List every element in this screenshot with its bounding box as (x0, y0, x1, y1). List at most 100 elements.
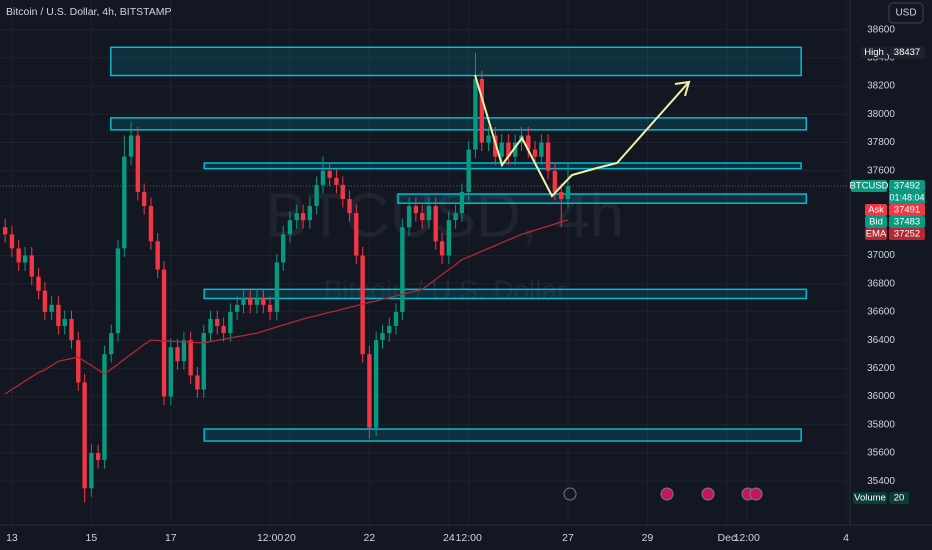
candle-body (373, 340, 379, 428)
x-tick-label: 17 (165, 532, 177, 544)
bid-tag-value: 37483 (894, 217, 920, 228)
candle-body (201, 333, 206, 390)
x-tick-label: 20 (284, 532, 296, 544)
x-tick-label: 12:00 (257, 532, 283, 544)
candle-body (439, 241, 445, 256)
y-tick-label: 35800 (867, 419, 895, 430)
candle-body (413, 206, 419, 214)
candle-body (267, 304, 273, 312)
candle-body (459, 191, 465, 214)
candle-body (168, 347, 173, 397)
candle-body (49, 304, 54, 312)
candle-body (241, 297, 246, 305)
candle-body (122, 156, 127, 249)
y-tick-label: 37800 (867, 137, 895, 148)
y-tick-label: 36000 (867, 391, 895, 402)
x-tick-label: 4 (843, 532, 849, 544)
projection-arrow (474, 74, 689, 198)
candle-body (115, 248, 121, 334)
candle-body (559, 191, 564, 199)
candle-body (228, 311, 233, 334)
x-tick-label: 27 (562, 532, 574, 544)
candle-body (314, 184, 319, 207)
candle-body (141, 191, 147, 207)
arrow-head (674, 80, 691, 97)
x-tick-label: 15 (86, 532, 98, 544)
price-zone (203, 288, 808, 300)
x-tick-label: 12:00 (734, 532, 760, 544)
ask-tag-value: 37491 (894, 205, 920, 216)
candle-body (526, 135, 531, 150)
ask-tag-label-box (865, 204, 887, 217)
currency-button[interactable] (888, 2, 924, 24)
candle-body (36, 276, 41, 291)
event-icon[interactable] (660, 487, 674, 501)
candle-body (499, 142, 504, 157)
candle-body (393, 311, 399, 327)
candle-body (175, 347, 180, 362)
candle-body (16, 248, 21, 263)
candle-body (148, 206, 154, 242)
price-zone (110, 117, 808, 131)
candle-body (320, 170, 326, 185)
candle-body (234, 304, 240, 312)
ema-tag-value-box (889, 228, 925, 241)
bid-tag-value-box (889, 216, 925, 229)
ema-tag-value: 37252 (894, 229, 920, 240)
countdown: 01:48:04 (889, 192, 924, 202)
candle-body (294, 213, 299, 221)
candle-body (208, 318, 213, 334)
candle-body (215, 318, 220, 327)
candle-body (62, 318, 67, 327)
candle-body (300, 213, 306, 221)
currency-label: USD (895, 8, 916, 19)
candle-body (161, 269, 167, 397)
candle-body (466, 149, 471, 192)
candle-body (360, 255, 365, 355)
candle-body (426, 206, 432, 221)
candle-body (128, 135, 134, 157)
high-tag-value-box (889, 46, 925, 59)
candle-body (281, 234, 286, 263)
candle-body (486, 135, 491, 143)
price-zone (397, 193, 808, 204)
candle-body (195, 375, 200, 390)
y-tick-label: 37600 (867, 165, 895, 176)
candle-body (221, 326, 226, 334)
bid-tag-label: Bid (869, 217, 883, 228)
volume-value: 20 (894, 493, 905, 504)
candle-body (327, 170, 332, 178)
countdown-box (889, 192, 925, 205)
candle-body (109, 333, 114, 355)
price-zone (110, 46, 802, 77)
candle-body (274, 262, 280, 312)
price-zone (203, 428, 802, 442)
y-tick-label: 35600 (867, 448, 895, 459)
candle-body (42, 290, 48, 312)
candle-body (56, 304, 61, 327)
y-tick-label: 36600 (867, 307, 895, 318)
volume-label: Volume (854, 493, 886, 504)
candle-body (539, 142, 544, 157)
candle-body (400, 227, 405, 312)
high-tag-label-box (861, 46, 887, 59)
ask-tag-value-box (889, 204, 925, 217)
last-tag-label: BTCUSD (849, 181, 888, 192)
event-icon[interactable] (749, 487, 763, 501)
candle-body (95, 453, 101, 461)
candle-body (9, 234, 15, 249)
candle-body (261, 297, 266, 305)
candle-body (287, 220, 293, 235)
candle-body (433, 206, 438, 242)
event-icon[interactable] (701, 487, 715, 501)
watermark-symbol: BTCUSD, 4h (266, 181, 624, 250)
high-tag-label: High (864, 47, 884, 58)
y-tick-label: 36800 (867, 278, 895, 289)
ema-line (4, 219, 569, 395)
ema-tag-label-box (865, 228, 887, 241)
symbol-title: Bitcoin / U.S. Dollar, 4h, BITSTAMP (6, 6, 172, 18)
event-icon[interactable] (563, 487, 577, 501)
candle-body (155, 241, 160, 270)
candle-body (135, 135, 141, 192)
candle-body (76, 340, 81, 383)
